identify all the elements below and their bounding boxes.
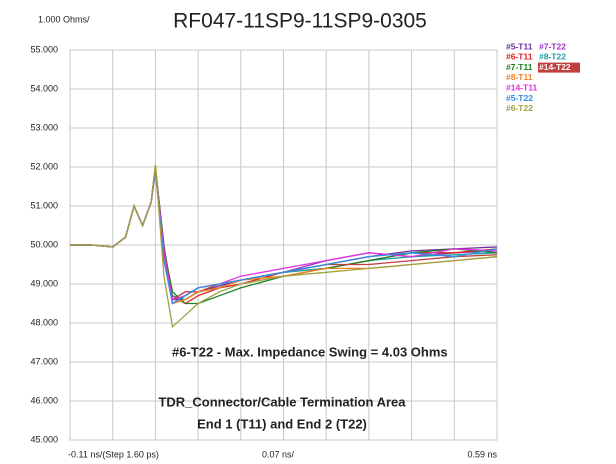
legend-entry: #8-T22 [539,52,566,62]
y-unit-label: 1.000 Ohms/ [38,14,90,24]
x-scale-label: 0.07 ns/ [262,449,295,459]
y-tick-label: 47.000 [30,356,58,366]
legend-entry: #7-T22 [539,41,566,51]
y-tick-label: 45.000 [30,434,58,444]
legend-entry: #7-T11 [506,62,533,72]
y-tick-label: 48.000 [30,317,58,327]
series-line [70,164,498,329]
y-tick-label: 55.000 [30,44,58,54]
x-end-label: 0.59 ns [467,449,497,459]
y-tick-label: 53.000 [30,122,58,132]
annotation: End 1 (T11) and End 2 (T22) [197,416,367,431]
y-tick-label: 50.000 [30,239,58,249]
lines [70,164,498,329]
grid [69,49,498,441]
annotation: #6-T22 - Max. Impedance Swing = 4.03 Ohm… [172,344,448,359]
legend-entry: #6-T22 [506,103,533,113]
x-start-label: -0.11 ns/(Step 1.60 ps) [68,449,159,459]
legend-entry: #14-T22 [539,62,571,72]
y-tick-label: 52.000 [30,161,58,171]
y-tick-label: 49.000 [30,278,58,288]
legend: #5-T11 #7-T22 #6-T11 #8-T22 #7-T11 #14-T22 #8-… [506,41,580,113]
annotation: TDR_Connector/Cable Termination Area [158,394,406,409]
y-tick-label: 46.000 [30,395,58,405]
legend-highlight [538,62,580,73]
legend-entry: #5-T11 [506,41,533,51]
legend-entry: #5-T22 [506,93,533,103]
legend-entry: #8-T11 [506,72,533,82]
chart-title: RF047-11SP9-11SP9-0305 [173,10,427,33]
legend-entry: #14-T11 [506,82,537,92]
y-tick-label: 54.000 [30,83,58,93]
legend-entry: #6-T11 [506,52,533,62]
y-tick-label: 51.000 [30,200,58,210]
